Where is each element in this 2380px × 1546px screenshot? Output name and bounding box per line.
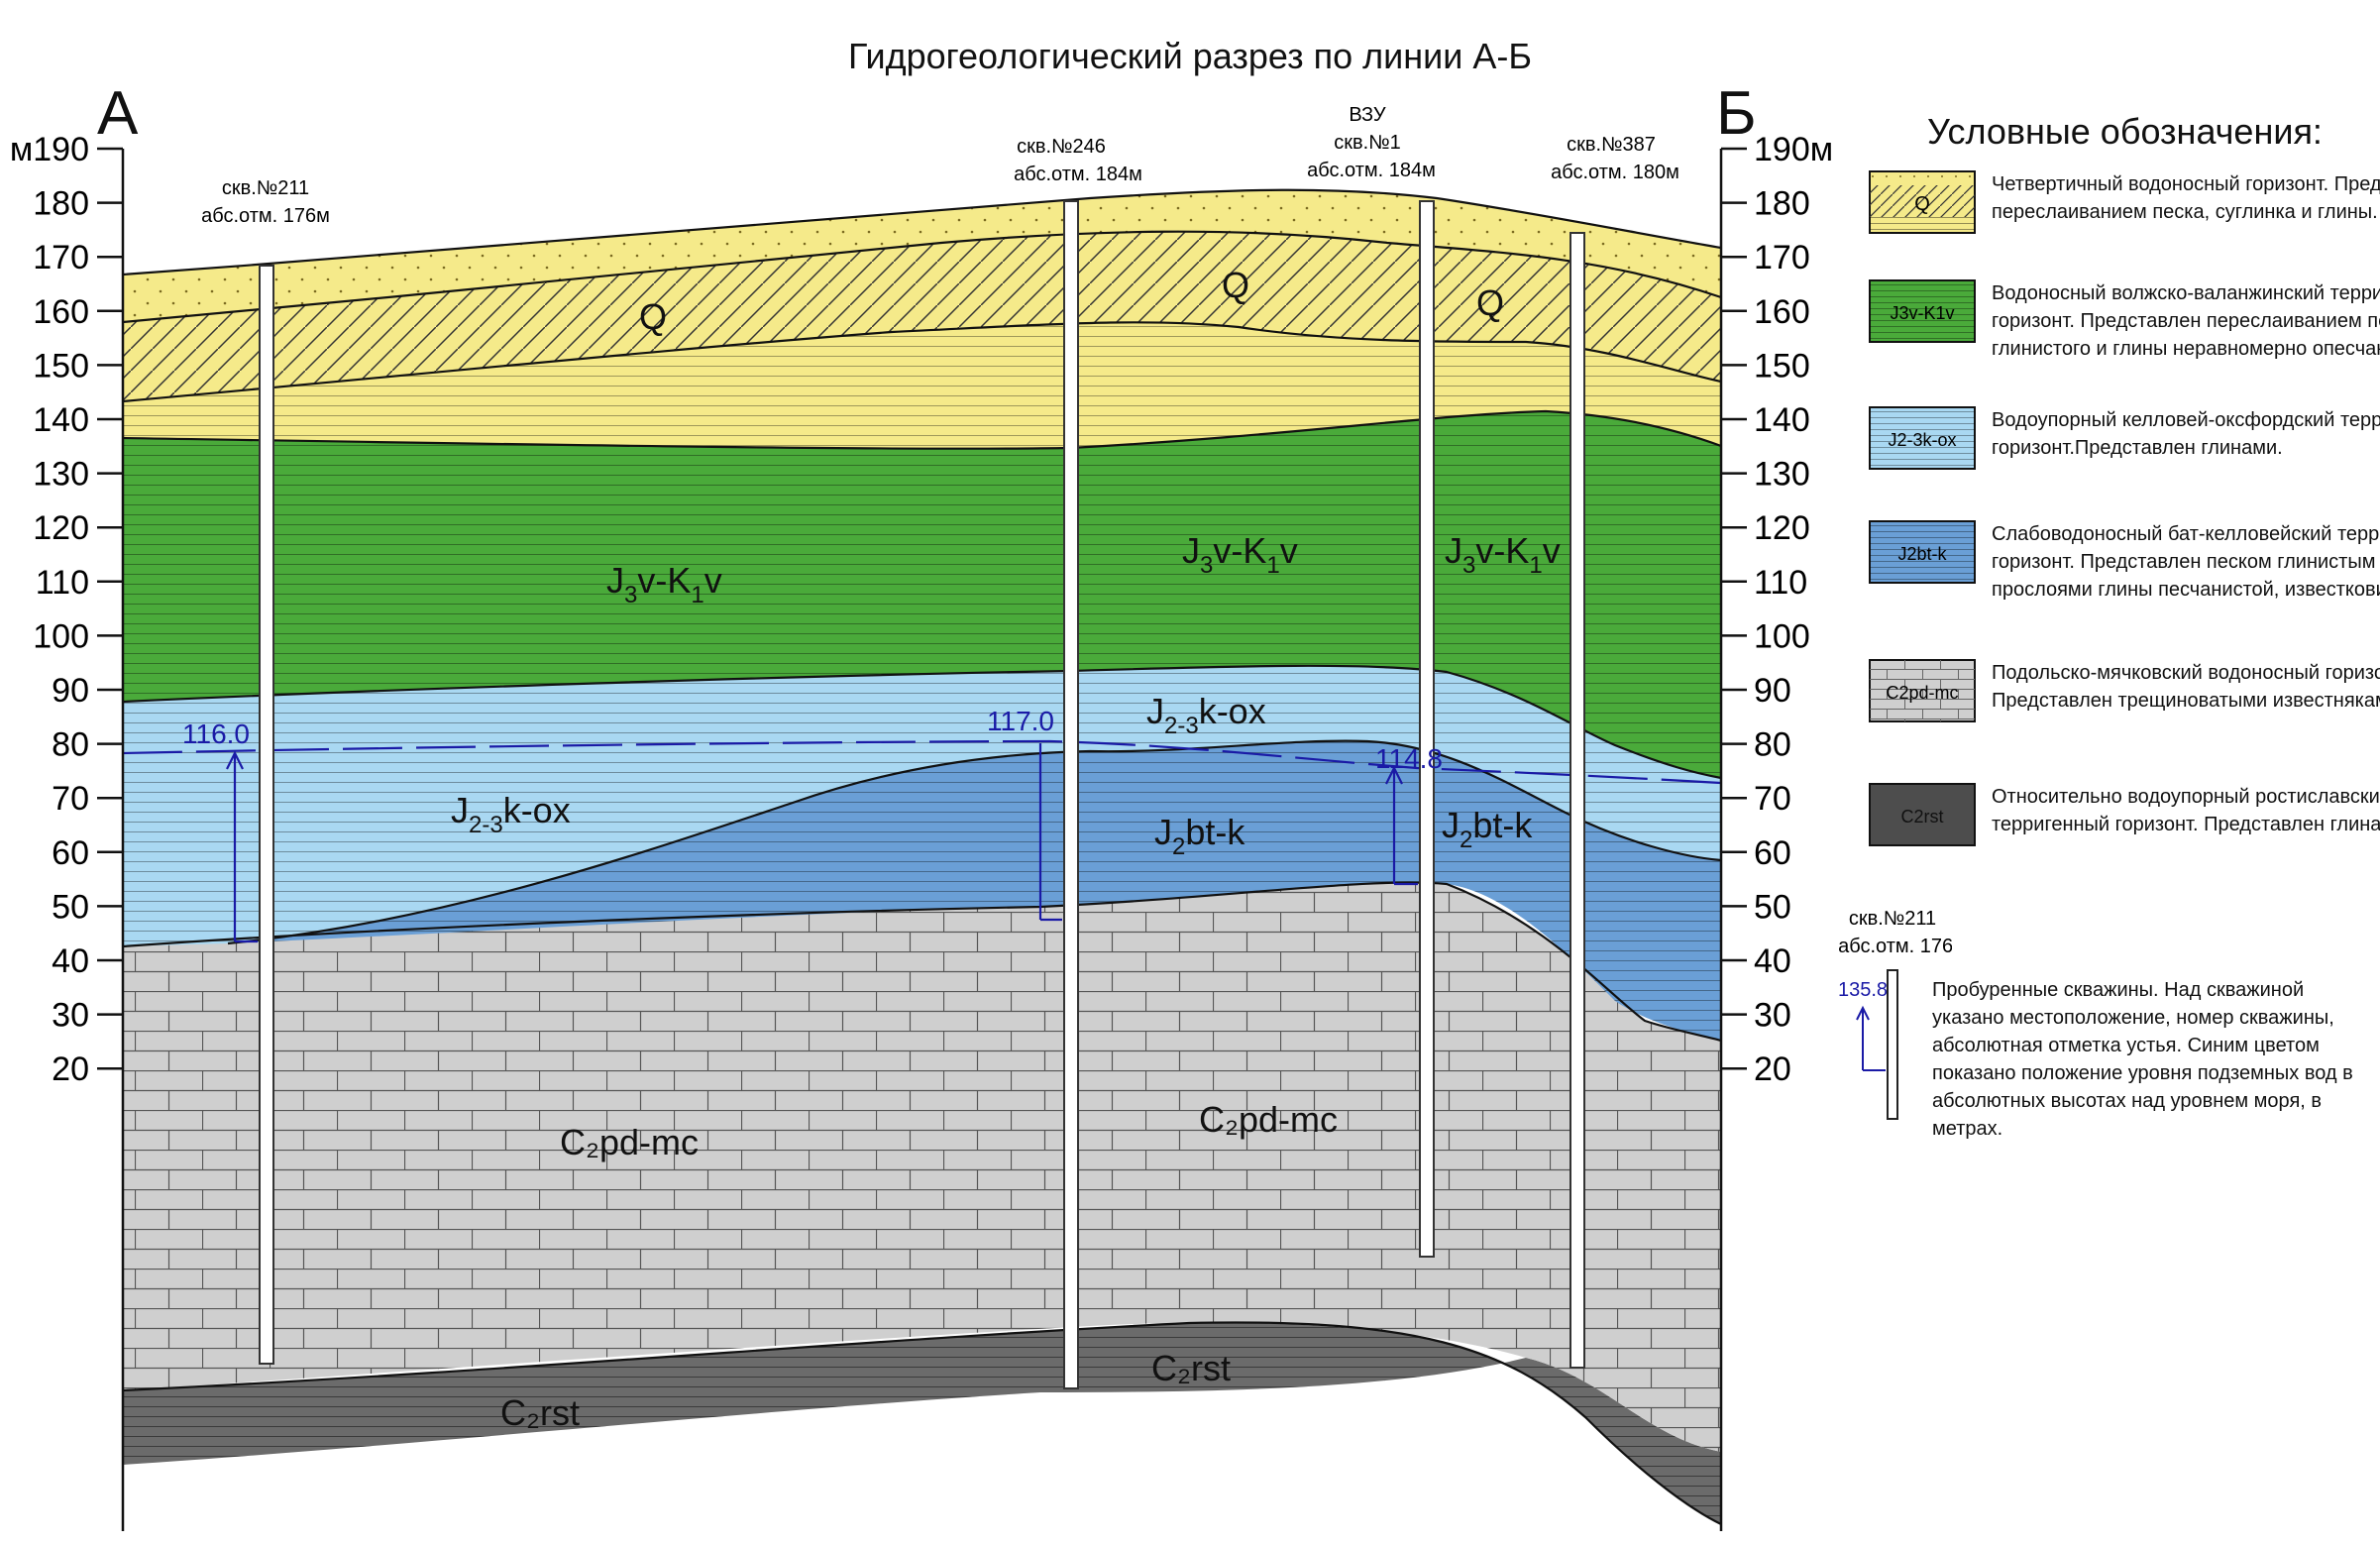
well-vzu-name: скв.№1 [1334, 132, 1401, 154]
label-c2rst-left: C₂rst [500, 1392, 580, 1433]
legend-well-text: Пробуренные скважины. Над скважиной указ… [1932, 979, 2353, 1140]
tick-label-left-70: 70 [52, 780, 89, 818]
well-vzu-1: ВЗУ скв.№1 абс.отм. 184м 114.8 [1307, 104, 1443, 1258]
label-j3v-k1v-right: J3v-K1v [1445, 530, 1561, 579]
legend-swatch-j2-3k-ox-label: J2-3k-ox [1888, 430, 1956, 450]
legend-swatch-j3v-k1v: J3v-K1v [1869, 279, 1976, 343]
label-q-left: Q [639, 296, 667, 337]
section-title: Гидрогеологический разрез по линии А-Б [848, 36, 1532, 76]
well-246-elevation: абс.отм. 184м [1014, 164, 1142, 185]
water-table-line [122, 739, 1722, 785]
tick-label-right-30: 30 [1754, 997, 1791, 1035]
well-vzu-level: 114.8 [1375, 743, 1443, 774]
tick-label-left-20: 20 [52, 1050, 89, 1088]
label-q-right: Q [1476, 282, 1504, 323]
tick-label-right-90: 90 [1754, 672, 1791, 710]
tick-label-left-150: 150 [33, 347, 89, 385]
label-j3v-k1v-left: J3v-K1v [606, 560, 722, 608]
legend-swatch-c2rst: C2rst [1869, 783, 1976, 846]
section-end-left: А [97, 79, 139, 148]
tick-label-right-100: 100 [1754, 617, 1810, 655]
label-j2bt-k-right: J2bt-k [1442, 805, 1533, 853]
tick-label-right-190: 190м [1754, 131, 1833, 168]
well-211: скв.№211 абс.отм. 176м 116.0 [182, 177, 330, 1365]
label-j2-3k-ox-left: J2-3k-ox [451, 790, 571, 838]
tick-label-left-190: м190 [10, 131, 89, 168]
tick-label-right-170: 170 [1754, 239, 1810, 276]
well-387: скв.№387 абс.отм. 180м [1551, 134, 1679, 1369]
well-211-elevation: абс.отм. 176м [201, 205, 330, 227]
tick-label-right-60: 60 [1754, 834, 1791, 872]
tick-label-left-90: 90 [52, 672, 89, 710]
legend-text-j3v-k1v: Водоносный волжско-валанжинский терриген… [1992, 282, 2380, 360]
legend-swatch-c2pd-mc-label: C2pd-mc [1886, 683, 1958, 703]
label-j3v-k1v-middle: J3v-K1v [1182, 530, 1298, 579]
well-246-name: скв.№246 [1017, 136, 1106, 158]
well-vzu-elevation: абс.отм. 184м [1307, 160, 1436, 181]
well-246: скв.№246 абс.отм. 184м 117.0 [987, 136, 1142, 1389]
tick-label-left-160: 160 [33, 293, 89, 331]
label-j2-3k-ox-right: J2-3k-ox [1146, 691, 1266, 739]
tick-label-left-110: 110 [36, 564, 89, 602]
legend-well-diagram: скв.№211 абс.отм. 176м 135.8 [1838, 908, 1952, 1120]
tick-label-right-180: 180 [1754, 185, 1810, 223]
well-211-name: скв.№211 [222, 177, 309, 199]
tick-label-left-170: 170 [33, 239, 89, 276]
tick-label-right-140: 140 [1754, 401, 1810, 439]
tick-label-right-120: 120 [1754, 509, 1810, 547]
legend-swatch-c2rst-label: C2rst [1900, 807, 1943, 827]
tick-label-right-150: 150 [1754, 347, 1810, 385]
tick-label-left-50: 50 [52, 888, 89, 926]
tick-label-right-50: 50 [1754, 888, 1791, 926]
tick-label-left-60: 60 [52, 834, 89, 872]
label-c2pd-mc-right: C₂pd-mc [1199, 1099, 1338, 1140]
tick-label-left-130: 130 [33, 456, 89, 494]
tick-label-left-140: 140 [33, 401, 89, 439]
section-end-right: Б [1716, 79, 1757, 148]
label-c2pd-mc-left: C₂pd-mc [560, 1122, 699, 1162]
legend-swatch-j3v-k1v-label: J3v-K1v [1890, 303, 1954, 323]
tick-label-left-180: 180 [33, 185, 89, 223]
legend-well-level: 135.8 [1838, 979, 1888, 1001]
tick-label-right-80: 80 [1754, 726, 1791, 764]
legend-swatch-c2pd-mc: C2pd-mc [1869, 659, 1976, 722]
label-c2rst-right: C₂rst [1151, 1348, 1231, 1388]
well-387-elevation: абс.отм. 180м [1551, 162, 1679, 183]
legend-text-j2bt-k: Слабоводоносный бат-келловейский терриге… [1992, 523, 2380, 601]
well-246-level: 117.0 [987, 706, 1054, 736]
legend-swatch-q: Q [1869, 170, 1976, 234]
legend-swatch-j2bt-k-label: J2bt-k [1897, 544, 1947, 564]
tick-label-right-40: 40 [1754, 942, 1791, 980]
label-j2bt-k-left: J2bt-k [1154, 812, 1245, 860]
label-q-middle: Q [1222, 265, 1249, 305]
tick-label-right-20: 20 [1754, 1050, 1791, 1088]
legend-well-elevation: абс.отм. 176м [1838, 936, 1952, 957]
tick-label-right-130: 130 [1754, 456, 1810, 494]
tick-label-left-120: 120 [33, 509, 89, 547]
legend-text-j2-3k-ox: Водоупорный келловей-оксфордский терриге… [1992, 409, 2380, 459]
legend-swatch-j2-3k-ox: J2-3k-ox [1869, 406, 1976, 470]
tick-label-left-40: 40 [52, 942, 89, 980]
legend-swatch-q-label: Q [1914, 193, 1930, 215]
legend-swatch-j2bt-k: J2bt-k [1869, 520, 1976, 584]
legend-text-c2pd-mc: Подольско-мячковский водоносный горизонт… [1992, 662, 2380, 712]
tick-label-right-160: 160 [1754, 293, 1810, 331]
legend-text-c2rst: Относительно водоупорный ростиславский т… [1992, 786, 2380, 835]
tick-label-left-80: 80 [52, 726, 89, 764]
legend-title: Условные обозначения: [1927, 111, 2323, 152]
legend-text-q: Четвертичный водоносный горизонт. Предст… [1992, 173, 2380, 223]
well-387-name: скв.№387 [1567, 134, 1656, 156]
well-vzu-site: ВЗУ [1349, 104, 1386, 126]
tick-label-right-70: 70 [1754, 780, 1791, 818]
tick-label-left-30: 30 [52, 997, 89, 1035]
well-211-level: 116.0 [182, 718, 250, 749]
tick-label-right-110: 110 [1754, 564, 1807, 602]
legend-well-name: скв.№211 [1849, 908, 1936, 930]
tick-label-left-100: 100 [33, 617, 89, 655]
